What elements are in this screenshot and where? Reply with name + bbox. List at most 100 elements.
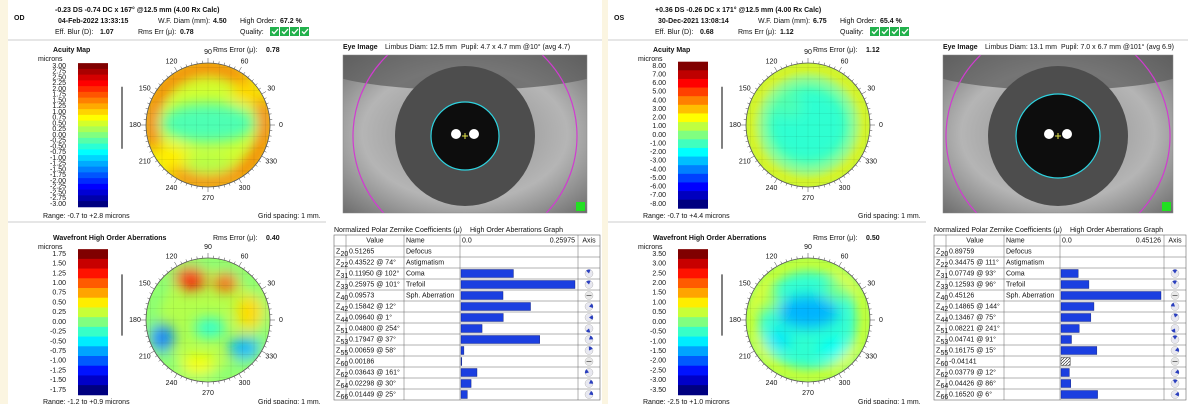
scale-label: 0.50 <box>52 299 66 306</box>
scale-swatch <box>678 105 708 114</box>
scale-swatch <box>78 356 108 366</box>
wf-label: W.F. Diam (mm): <box>758 18 810 25</box>
scale-label: 1.75 <box>52 251 66 258</box>
map-blob <box>180 355 216 375</box>
section-title: Wavefront High Order Aberrations <box>653 235 767 242</box>
polar-label: 300 <box>839 185 851 192</box>
scale-label: 2.00 <box>652 115 666 122</box>
hoa-bar <box>1061 391 1098 399</box>
map <box>146 63 270 187</box>
range-text: Range: -1.2 to +0.9 microns <box>43 399 130 404</box>
scale-swatch <box>678 298 708 308</box>
scale-swatch <box>78 346 108 356</box>
grid-text: Grid spacing: 1 mm. <box>258 213 321 220</box>
scale-swatch <box>678 385 708 395</box>
scale-label: 1.25 <box>52 270 66 277</box>
ho-value: 67.2 % <box>280 18 303 25</box>
polar-label: 240 <box>766 380 778 387</box>
scale-swatch <box>78 366 108 376</box>
polar-label: 150 <box>739 280 751 287</box>
coef-name: Trefoil <box>1006 281 1026 288</box>
polar-label: 180 <box>729 317 741 324</box>
scale-label: 3.50 <box>652 251 666 258</box>
blur-label: Eff. Blur (D): <box>655 29 693 36</box>
hoa-bar <box>461 358 462 366</box>
coef-name: Sph. Aberration <box>406 292 454 299</box>
scale-swatch <box>78 121 108 127</box>
scale-swatch <box>78 178 108 184</box>
scale-label: 3.00 <box>652 261 666 268</box>
coef-value: 0.07749 @ 93° <box>949 269 996 277</box>
map-blob <box>228 337 260 359</box>
quality-box <box>900 27 909 36</box>
rms-label: Rms Err (μ): <box>138 29 176 36</box>
rms-value: 1.12 <box>866 47 880 54</box>
coef-name: Coma <box>1006 270 1025 277</box>
coef-name: Trefoil <box>406 281 426 288</box>
coef-value: 0.08221 @ 241° <box>949 324 1000 332</box>
scale-swatch <box>78 288 108 298</box>
polar-label: 270 <box>202 195 214 202</box>
rms-value: 1.12 <box>780 29 794 36</box>
polar-label: 90 <box>204 49 212 56</box>
polar-label: 270 <box>802 390 814 397</box>
polar-label: 240 <box>166 380 178 387</box>
scale-label: 8.00 <box>652 63 666 70</box>
date: 04-Feb-2022 13:33:15 <box>58 18 129 25</box>
coef-value: 0.11950 @ 102° <box>349 269 399 277</box>
scale-swatch <box>78 375 108 385</box>
polar-label: 0 <box>279 317 283 324</box>
hoa-bar <box>461 391 467 399</box>
scale-swatch <box>78 269 108 279</box>
scale-label: 1.50 <box>652 290 666 297</box>
col-header: Name <box>406 237 425 244</box>
ho-value: 65.4 % <box>880 18 903 25</box>
scale-label: -3.00 <box>650 377 666 384</box>
map-blob <box>766 330 790 350</box>
polar-label: 60 <box>241 59 249 66</box>
scale-label: 0.00 <box>652 319 666 326</box>
scale-swatch <box>78 80 108 86</box>
scale-swatch <box>678 356 708 366</box>
scale-swatch <box>78 167 108 173</box>
scale-swatch <box>78 201 108 207</box>
coef-value: 0.04800 @ 254° <box>349 324 400 332</box>
rms-label: Rms Error (μ): <box>213 235 258 242</box>
polar-label: 60 <box>841 254 849 261</box>
scale-label: -1.50 <box>50 377 66 384</box>
col-header: Value <box>966 237 983 244</box>
eye-label: OS <box>614 15 624 22</box>
scale-label: 0.75 <box>52 290 66 297</box>
scale-swatch <box>678 278 708 288</box>
scale-swatch <box>78 92 108 98</box>
scale-label: 6.00 <box>652 80 666 87</box>
col-header: Name <box>1006 237 1025 244</box>
scale-swatch <box>678 249 708 259</box>
coef-value: 0.04426 @ 86° <box>949 379 996 387</box>
scale-label: 4.00 <box>652 97 666 104</box>
coef-value: 0.03643 @ 161° <box>349 368 400 376</box>
scale-swatch <box>678 88 708 97</box>
coef-value: 0.16520 @ 6° <box>949 390 992 398</box>
scale-swatch <box>678 96 708 105</box>
section-title: Acuity Map <box>53 47 90 54</box>
polar-label: 30 <box>267 280 275 287</box>
coef-value: 0.43522 @ 74° <box>349 258 396 266</box>
scale-label: 0.25 <box>52 309 66 316</box>
map-blob <box>819 338 847 358</box>
scale-label: 3.00 <box>652 106 666 113</box>
polar-label: 240 <box>766 185 778 192</box>
map-blob <box>214 273 238 291</box>
coef-value: 0.04741 @ 91° <box>949 335 996 343</box>
scale-label: -1.25 <box>50 367 66 374</box>
polar-label: 30 <box>867 85 875 92</box>
scale-swatch <box>78 249 108 259</box>
quality-box <box>880 27 889 36</box>
map-blob <box>194 318 226 338</box>
scale-swatch <box>78 278 108 288</box>
coef-value: -0.04141 <box>949 358 977 365</box>
eye-label: OD <box>14 15 25 22</box>
polar-label: 120 <box>766 254 778 261</box>
hoa-bar <box>461 347 464 355</box>
scale-swatch <box>78 126 108 132</box>
